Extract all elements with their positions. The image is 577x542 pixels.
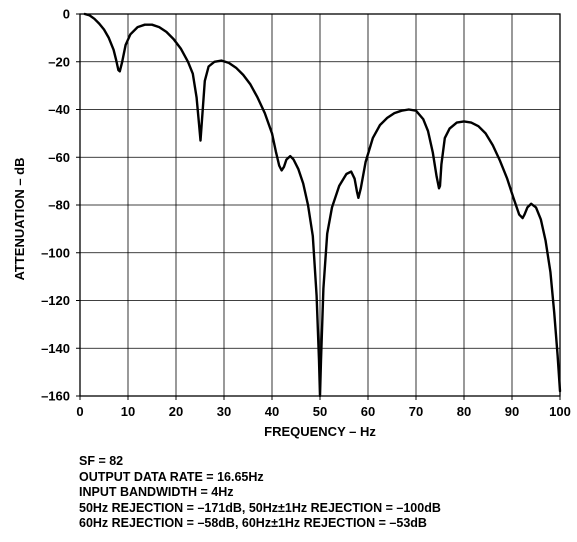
x-tick-label: 40	[265, 404, 279, 419]
note-60hz-rejection: 60Hz REJECTION = –58dB, 60Hz±1Hz REJECTI…	[79, 516, 427, 530]
chart-grid	[80, 14, 560, 396]
y-tick-label: 0	[63, 7, 70, 22]
y-tick-label: –20	[48, 54, 70, 69]
y-tick-label: –120	[41, 293, 70, 308]
y-tick-label: –40	[48, 102, 70, 117]
y-tick-label: –100	[41, 245, 70, 260]
y-tick-label: –160	[41, 389, 70, 404]
series-line-attenuation	[83, 12, 562, 398]
chart-notes: SF = 82 OUTPUT DATA RATE = 16.65Hz INPUT…	[79, 454, 441, 532]
y-tick-labels: 0 –20 –40 –60 –80 –100 –120 –140 –160	[41, 7, 70, 404]
y-tick-label: –80	[48, 198, 70, 213]
x-tick-label: 50	[313, 404, 327, 419]
attenuation-chart: 0 10 20 30 40 50 60 70 80 90 100 0 –20 –40 –60 –80 –100…	[12, 7, 571, 440]
note-sf: SF = 82	[79, 454, 124, 468]
y-tick-label: –140	[41, 341, 70, 356]
note-50hz-rejection: 50Hz REJECTION = –171dB, 50Hz±1Hz REJECT…	[79, 500, 441, 515]
x-tick-label: 100	[549, 404, 571, 419]
note-input-bandwidth: INPUT BANDWIDTH = 4Hz	[79, 485, 234, 499]
x-tick-label: 90	[505, 404, 519, 419]
x-axis-label: FREQUENCY – Hz	[264, 424, 376, 439]
y-axis-label: ATTENUATION – dB	[12, 157, 27, 280]
x-tick-label: 30	[217, 404, 231, 419]
axis-ticks	[76, 13, 561, 400]
x-tick-labels: 0 10 20 30 40 50 60 70 80 90 100	[76, 404, 570, 419]
y-tick-label: –60	[48, 150, 70, 165]
x-tick-label: 0	[76, 404, 83, 419]
x-tick-label: 20	[169, 404, 183, 419]
x-tick-label: 10	[121, 404, 135, 419]
x-tick-label: 60	[361, 404, 375, 419]
note-output-data-rate: OUTPUT DATA RATE = 16.65Hz	[79, 469, 264, 484]
x-tick-label: 70	[409, 404, 423, 419]
x-tick-label: 80	[457, 404, 471, 419]
